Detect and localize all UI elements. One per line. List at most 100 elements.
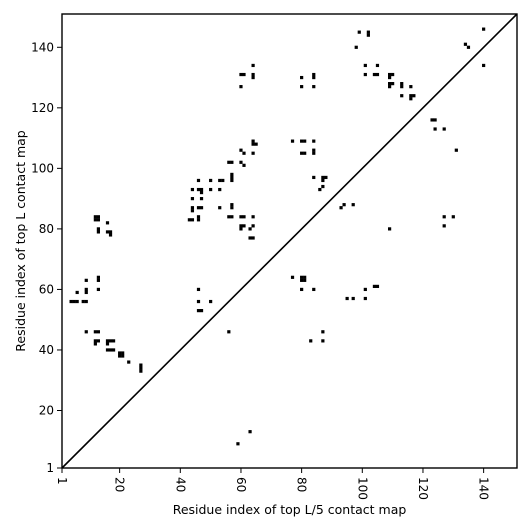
contact-point bbox=[351, 203, 355, 207]
contact-point bbox=[363, 287, 367, 292]
contact-point bbox=[105, 348, 110, 352]
y-tick-label: 140 bbox=[31, 40, 54, 54]
contact-point bbox=[227, 160, 231, 164]
contact-point bbox=[363, 296, 367, 301]
contact-point bbox=[230, 215, 234, 219]
x-axis-title: Residue index of top L/5 contact map bbox=[173, 502, 407, 517]
contact-point bbox=[321, 175, 325, 180]
contact-point bbox=[227, 330, 231, 334]
contact-point bbox=[251, 151, 255, 155]
contact-point bbox=[230, 206, 234, 210]
contact-point bbox=[433, 127, 437, 131]
contact-point bbox=[93, 342, 97, 346]
y-tick-label: 80 bbox=[39, 222, 54, 236]
y-tick-label: 60 bbox=[39, 282, 54, 296]
contact-point bbox=[196, 187, 201, 192]
contact-point bbox=[251, 236, 255, 240]
contact-point bbox=[375, 63, 380, 68]
contact-point bbox=[239, 85, 243, 89]
contact-point bbox=[209, 299, 213, 304]
contact-point bbox=[318, 187, 322, 192]
contact-point bbox=[251, 75, 255, 80]
contact-point bbox=[190, 197, 195, 201]
contact-point bbox=[139, 363, 143, 367]
x-tick-label: 120 bbox=[416, 477, 430, 500]
contact-point bbox=[312, 85, 316, 89]
contact-point bbox=[105, 342, 110, 346]
contact-point bbox=[218, 187, 222, 192]
contact-point bbox=[300, 287, 304, 292]
contact-point bbox=[433, 118, 437, 122]
contact-point bbox=[409, 97, 413, 101]
contact-point bbox=[430, 118, 434, 122]
contact-point bbox=[312, 175, 316, 180]
contact-point bbox=[388, 82, 392, 86]
contact-point bbox=[351, 296, 355, 301]
contact-point bbox=[69, 299, 73, 304]
x-tick-label: 20 bbox=[113, 477, 127, 492]
contact-point bbox=[290, 139, 295, 143]
contact-point bbox=[290, 275, 295, 279]
contact-point bbox=[251, 142, 255, 146]
contact-point bbox=[196, 206, 201, 210]
contact-point bbox=[196, 287, 201, 292]
contact-point bbox=[108, 233, 113, 237]
contact-point bbox=[400, 82, 404, 86]
contact-point bbox=[84, 287, 88, 292]
contact-point bbox=[199, 187, 204, 192]
contact-point bbox=[81, 299, 85, 304]
contact-point bbox=[96, 339, 100, 343]
x-tick-label: 80 bbox=[295, 477, 309, 492]
contact-point bbox=[199, 309, 204, 313]
contact-point bbox=[93, 330, 97, 334]
contact-point bbox=[84, 330, 88, 334]
contact-point bbox=[312, 287, 316, 292]
x-axis-ticks: 1 20 40 60 80 100 120 140 bbox=[55, 468, 491, 500]
contact-point bbox=[300, 75, 304, 80]
contact-point bbox=[300, 278, 304, 282]
contact-point bbox=[357, 30, 361, 34]
y-tick-label: 40 bbox=[39, 343, 54, 357]
contact-point bbox=[388, 85, 392, 89]
contact-point bbox=[309, 339, 313, 343]
contact-point bbox=[105, 339, 110, 343]
y-axis-title: Residue index of top L contact map bbox=[13, 130, 28, 351]
contact-point bbox=[230, 175, 234, 180]
contact-point bbox=[139, 366, 143, 370]
contact-point bbox=[248, 227, 252, 231]
contact-point bbox=[242, 215, 246, 219]
contact-point bbox=[96, 218, 100, 222]
contact-point bbox=[199, 197, 204, 201]
contact-point bbox=[248, 430, 252, 434]
contact-point bbox=[121, 351, 125, 355]
y-tick-label: 120 bbox=[31, 101, 54, 115]
x-tick-label: 100 bbox=[355, 477, 369, 500]
contact-point bbox=[242, 163, 246, 167]
contact-point bbox=[239, 224, 243, 228]
contact-point bbox=[300, 151, 304, 155]
contact-point bbox=[409, 94, 413, 98]
contact-point bbox=[454, 148, 458, 152]
contact-point bbox=[111, 348, 116, 352]
contact-point bbox=[388, 72, 392, 77]
contact-point bbox=[242, 72, 246, 77]
contact-point bbox=[196, 309, 201, 313]
contact-point bbox=[84, 290, 88, 295]
contact-point bbox=[303, 139, 307, 143]
contact-point bbox=[108, 348, 113, 352]
contact-point bbox=[254, 142, 258, 146]
contact-point bbox=[442, 224, 446, 228]
contact-point bbox=[239, 160, 243, 164]
contact-point bbox=[366, 33, 370, 37]
contact-point bbox=[96, 278, 100, 282]
contact-point bbox=[345, 296, 349, 301]
contact-point bbox=[199, 206, 204, 210]
contact-point bbox=[312, 148, 316, 152]
x-tick-label: 40 bbox=[173, 477, 187, 492]
contact-point bbox=[321, 330, 325, 334]
contact-point bbox=[239, 72, 243, 77]
contact-point bbox=[93, 218, 97, 222]
contact-point bbox=[300, 275, 304, 279]
contact-point bbox=[466, 45, 471, 49]
